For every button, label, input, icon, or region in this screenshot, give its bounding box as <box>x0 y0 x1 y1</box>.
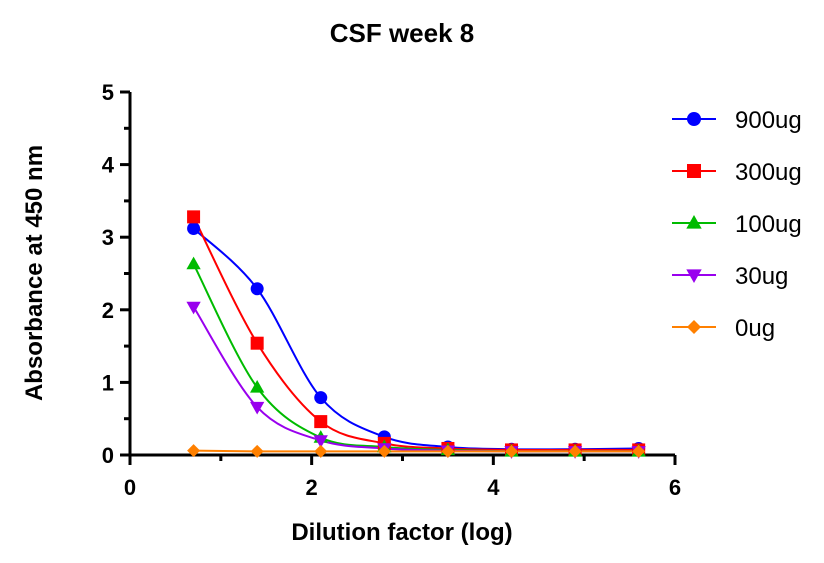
data-point-30ug <box>250 401 265 415</box>
data-point-0ug <box>250 444 264 458</box>
data-point-0ug <box>187 444 201 458</box>
data-point-0ug <box>568 444 582 458</box>
data-points <box>186 210 646 459</box>
data-point-300ug <box>314 415 328 429</box>
chart-title: CSF week 8 <box>330 18 475 48</box>
data-point-100ug <box>250 380 265 393</box>
x-axis-label: Dilution factor (log) <box>291 519 512 546</box>
data-point-0ug <box>505 444 518 458</box>
x-tick-label: 2 <box>306 475 318 500</box>
data-point-0ug <box>632 444 646 458</box>
legend-marker-30ug <box>686 269 702 284</box>
data-point-30ug <box>186 301 201 315</box>
legend-marker-300ug <box>687 164 701 178</box>
legend-label: 100ug <box>735 211 802 238</box>
legend-item-30ug: 30ug <box>672 263 788 290</box>
y-tick-label: 4 <box>102 153 115 178</box>
legend-label: 900ug <box>735 107 802 134</box>
data-point-900ug <box>250 282 264 296</box>
legend-item-900ug: 900ug <box>672 107 802 134</box>
legend-marker-900ug <box>687 112 701 126</box>
x-tick-label: 0 <box>124 475 136 500</box>
data-point-900ug <box>314 391 328 405</box>
fit-curve-300ug <box>192 216 639 452</box>
axes: 0 1 2 3 4 5 0 2 4 6 <box>102 80 681 500</box>
legend-marker-100ug <box>686 214 702 229</box>
data-point-0ug <box>441 444 455 458</box>
fit-curve-30ug <box>192 306 639 453</box>
x-tick-label: 4 <box>487 475 500 500</box>
y-axis-label: Absorbance at 450 nm <box>21 145 48 401</box>
legend: 900ug 300ug 100ug 30ug 0ug <box>672 107 802 342</box>
legend-label: 300ug <box>735 159 802 186</box>
x-tick-label: 6 <box>669 475 681 500</box>
data-point-300ug <box>250 336 264 350</box>
legend-item-0ug: 0ug <box>672 315 775 342</box>
legend-item-300ug: 300ug <box>672 159 802 186</box>
data-point-0ug <box>377 444 391 458</box>
y-tick-label: 3 <box>102 225 114 250</box>
legend-marker-0ug <box>687 320 701 334</box>
legend-label: 30ug <box>735 263 788 290</box>
data-point-30ug <box>313 435 328 448</box>
y-tick-label: 5 <box>102 80 114 105</box>
data-point-300ug <box>187 210 201 224</box>
data-point-100ug <box>186 256 201 270</box>
y-tick-label: 0 <box>102 443 114 468</box>
legend-label: 0ug <box>735 315 775 342</box>
y-tick-label: 1 <box>102 370 114 395</box>
fit-curves <box>192 216 639 453</box>
data-point-900ug <box>187 221 201 235</box>
data-point-0ug <box>314 444 328 458</box>
y-tick-label: 2 <box>102 298 114 323</box>
legend-item-100ug: 100ug <box>672 211 802 238</box>
